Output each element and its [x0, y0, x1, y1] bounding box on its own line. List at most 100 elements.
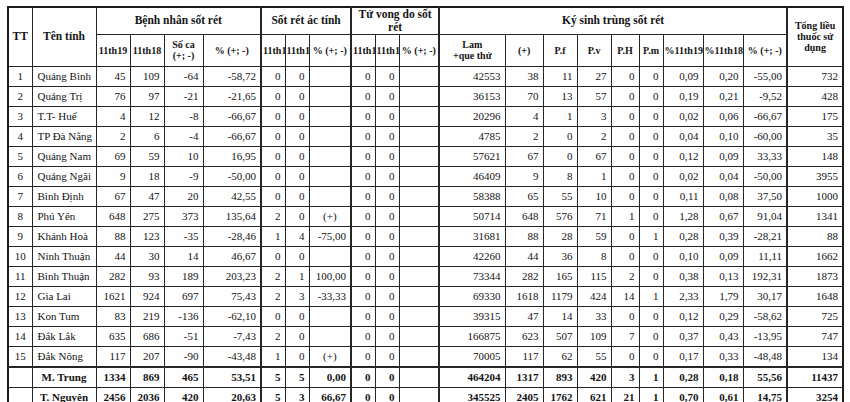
table-row: T. Nguyên2456203642020,635366,6700345525… [8, 387, 843, 402]
cell-value: 44 [96, 246, 130, 266]
col-header-province: Tên tỉnh [32, 7, 96, 66]
cell-value: -66,67 [203, 126, 261, 146]
table-row: 7Bình Định67472042,55000058388655510000,… [8, 186, 843, 206]
cell-value: 59 [577, 226, 611, 246]
cell-tt [8, 367, 32, 388]
cell-province: Quảng Nam [32, 146, 96, 166]
cell-value: 0 [639, 186, 663, 206]
cell-value: 0 [351, 106, 375, 126]
cell-value: 0 [375, 226, 399, 246]
cell-value: (+) [309, 206, 351, 226]
cell-value: 189 [164, 266, 203, 286]
cell-value: 0 [351, 186, 375, 206]
cell-value: 67 [96, 186, 130, 206]
cell-value: 428 [787, 86, 843, 106]
col-header-pm: P.m [639, 34, 663, 66]
cell-value: 0 [285, 166, 309, 186]
cell-value: 10 [164, 146, 203, 166]
cell-value: 1 [611, 206, 639, 226]
cell-value: 2036 [130, 387, 164, 402]
col-header-ph: P.H [611, 34, 639, 66]
cell-value: 0 [351, 206, 375, 226]
cell-value [399, 66, 439, 86]
cell-value: 0 [351, 226, 375, 246]
cell-value: (+) [309, 346, 351, 367]
cell-value: 5 [285, 367, 309, 388]
cell-province: Ninh Thuận [32, 246, 96, 266]
cell-value: 46409 [439, 166, 505, 186]
col-group-malaria-deaths: Tử vong do sốt rét [351, 7, 439, 34]
cell-value: 0 [375, 106, 399, 126]
cell-value: 0,06 [703, 106, 743, 126]
cell-value: 282 [505, 266, 543, 286]
cell-value: 165 [543, 266, 577, 286]
cell-value: 47 [505, 306, 543, 326]
cell-value: 0 [543, 126, 577, 146]
cell-value: 3 [285, 387, 309, 402]
cell-value: 1621 [96, 286, 130, 306]
cell-value: 0 [375, 246, 399, 266]
cell-value: -64 [164, 66, 203, 86]
cell-value: 1179 [543, 286, 577, 306]
cell-value: 0,29 [703, 306, 743, 326]
cell-value: 0 [261, 86, 285, 106]
cell-value: 0 [639, 206, 663, 226]
cell-value: 0 [285, 126, 309, 146]
table-row: 9Khánh Hoà88123-35-28,4614-75,0000316818… [8, 226, 843, 246]
col-header-total-doses: Tổng liều thuốc sử dụng [787, 7, 843, 66]
cell-value: 0,19 [663, 86, 703, 106]
cell-value: 464204 [439, 367, 505, 388]
cell-province: Quảng Trị [32, 86, 96, 106]
cell-value: 2 [261, 286, 285, 306]
col-group-severe-malaria: Sốt rét ác tính [261, 7, 351, 34]
cell-value: 0 [639, 306, 663, 326]
cell-value: 635 [96, 326, 130, 346]
cell-value: 0 [639, 326, 663, 346]
cell-value: -62,10 [203, 306, 261, 326]
cell-value: 1662 [787, 246, 843, 266]
cell-value: 0 [611, 146, 639, 166]
cell-value: -7,43 [203, 326, 261, 346]
cell-value: 0 [285, 86, 309, 106]
cell-value: -9,52 [743, 86, 787, 106]
cell-value: 1000 [787, 186, 843, 206]
cell-value: 4 [96, 106, 130, 126]
cell-tt: 6 [8, 166, 32, 186]
cell-value: 1334 [96, 367, 130, 388]
cell-value: 38 [505, 66, 543, 86]
cell-value: 0,13 [703, 266, 743, 286]
cell-tt: 10 [8, 246, 32, 266]
cell-value: 893 [543, 367, 577, 388]
cell-value: 14 [611, 286, 639, 306]
col-header-patients-11th18: 11th18 [130, 34, 164, 66]
cell-province: Bình Định [32, 186, 96, 206]
cell-value: 0 [611, 86, 639, 106]
table-row: M. Trung133486946553,51550,0000464204131… [8, 367, 843, 388]
cell-value: 0 [611, 66, 639, 86]
cell-value: -51 [164, 326, 203, 346]
col-header-pf: P.f [543, 34, 577, 66]
cell-value [309, 66, 351, 86]
cell-value [399, 166, 439, 186]
cell-value: 0 [351, 306, 375, 326]
cell-value: 0,10 [663, 246, 703, 266]
cell-value: 0 [261, 186, 285, 206]
table-row: 6Quảng Ngãi918-9-50,00000046409981000,02… [8, 166, 843, 186]
col-header-severe-pct-diff: % (+; -) [309, 34, 351, 66]
cell-value: 11,11 [743, 246, 787, 266]
cell-value: -66,67 [203, 106, 261, 126]
cell-value: 75,43 [203, 286, 261, 306]
cell-value: 12 [130, 106, 164, 126]
cell-value: 9 [505, 166, 543, 186]
cell-value: 70005 [439, 346, 505, 367]
cell-value: 0 [261, 246, 285, 266]
cell-value: 58388 [439, 186, 505, 206]
cell-value: 0 [375, 266, 399, 286]
col-header-parasites-pct-diff: % (+; -) [743, 34, 787, 66]
cell-province: Gia Lai [32, 286, 96, 306]
cell-value: 0 [261, 126, 285, 146]
cell-value: 5 [261, 367, 285, 388]
cell-value: 0,04 [703, 166, 743, 186]
col-header-pct-11th18: %11th18 [703, 34, 743, 66]
cell-province: TP Đà Nẵng [32, 126, 96, 146]
